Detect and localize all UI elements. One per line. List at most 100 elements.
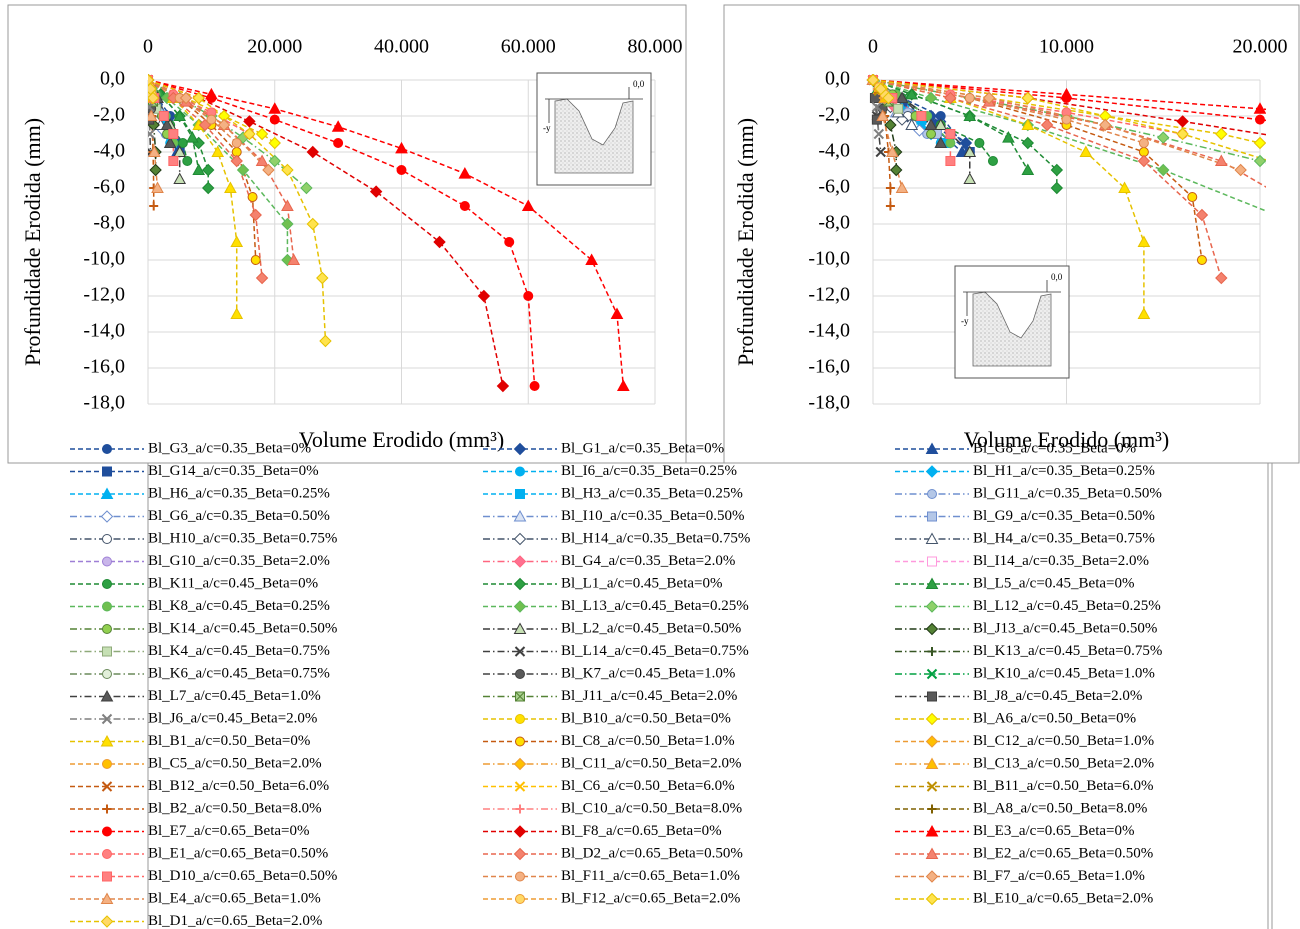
legend-swatch-marker bbox=[927, 691, 937, 702]
data-point bbox=[924, 118, 938, 130]
data-point bbox=[1050, 163, 1064, 177]
legend-swatch-marker bbox=[926, 781, 938, 792]
legend-swatch-marker bbox=[102, 534, 112, 544]
data-point bbox=[269, 114, 280, 125]
legend-label: Bl_H3_a/c=0.35_Beta=0.25% bbox=[561, 485, 743, 501]
legend-label: Bl_D10_a/c=0.65_Beta=0.50% bbox=[148, 868, 337, 884]
y-tick-label: -18,0 bbox=[808, 392, 850, 414]
data-point bbox=[1176, 115, 1189, 128]
legend-swatch-marker bbox=[515, 871, 525, 882]
data-point bbox=[1002, 131, 1015, 143]
legend-swatch-marker bbox=[513, 825, 527, 838]
legend-label: Bl_G3_a/c=0.35_Beta=0% bbox=[148, 440, 311, 456]
legend-swatch-marker bbox=[925, 847, 939, 859]
legend-swatch-marker bbox=[926, 668, 938, 680]
legend-label: Bl_E7_a/c=0.65_Beta=0% bbox=[148, 823, 309, 839]
legend-swatch-marker bbox=[925, 824, 939, 837]
data-point bbox=[230, 154, 243, 168]
y-tick-label: -2,0 bbox=[818, 104, 850, 126]
legend-label: Bl_C12_a/c=0.50_Beta=1.0% bbox=[973, 733, 1154, 749]
legend-swatch-marker bbox=[514, 781, 526, 792]
data-point bbox=[1157, 163, 1170, 177]
series-line bbox=[872, 79, 1183, 135]
data-point bbox=[1021, 163, 1035, 175]
legend-label: Bl_C5_a/c=0.50_Beta=2.0% bbox=[148, 755, 322, 771]
data-point bbox=[945, 138, 956, 148]
data-point bbox=[866, 74, 880, 87]
legend-swatch-marker bbox=[925, 712, 939, 726]
data-point bbox=[1021, 91, 1035, 105]
series-line bbox=[148, 79, 289, 260]
data-point bbox=[236, 163, 250, 177]
data-point bbox=[1214, 154, 1228, 166]
data-point bbox=[521, 199, 535, 211]
legend-label: Bl_C6_a/c=0.50_Beta=6.0% bbox=[561, 778, 735, 794]
legend-label: Bl_K8_a/c=0.45_Beta=0.25% bbox=[148, 598, 330, 614]
series-line bbox=[872, 79, 880, 135]
data-point bbox=[224, 181, 237, 193]
series-line bbox=[148, 79, 504, 387]
legend-label: Bl_I10_a/c=0.35_Beta=0.50% bbox=[561, 508, 745, 524]
data-point bbox=[934, 118, 948, 130]
legend-swatch-marker bbox=[925, 735, 939, 748]
legend-swatch-marker bbox=[100, 915, 114, 928]
legend-label: Bl_C10_a/c=0.50_Beta=8.0% bbox=[561, 800, 742, 816]
data-point bbox=[268, 136, 281, 150]
legend-swatch-marker bbox=[515, 714, 525, 724]
data-point bbox=[459, 201, 470, 211]
legend-label: Bl_H10_a/c=0.35_Beta=0.75% bbox=[148, 530, 337, 546]
legend-swatch-marker bbox=[515, 466, 525, 477]
inset-axes bbox=[963, 280, 1061, 316]
data-point bbox=[243, 115, 256, 128]
data-point bbox=[148, 109, 158, 121]
data-point bbox=[149, 163, 162, 177]
data-point bbox=[230, 235, 244, 247]
legend-swatch-marker bbox=[927, 647, 937, 656]
data-point bbox=[905, 87, 919, 100]
series-line bbox=[872, 79, 1266, 111]
legend-swatch-marker bbox=[513, 442, 527, 456]
data-point bbox=[268, 102, 282, 114]
legend-swatch-marker bbox=[925, 577, 939, 589]
data-point bbox=[316, 271, 329, 285]
legend-label: Bl_K7_a/c=0.45_Beta=1.0% bbox=[561, 665, 735, 681]
legend-label: Bl_F7_a/c=0.65_Beta=1.0% bbox=[973, 868, 1145, 884]
legend-swatch-marker bbox=[102, 804, 112, 814]
legend-label: Bl_E10_a/c=0.65_Beta=2.0% bbox=[973, 890, 1153, 906]
data-point bbox=[616, 379, 630, 391]
data-point bbox=[201, 181, 215, 195]
data-point bbox=[876, 109, 890, 121]
data-point bbox=[395, 141, 408, 154]
legend-swatch-marker bbox=[514, 646, 526, 657]
data-point bbox=[177, 138, 188, 148]
plot-area bbox=[866, 74, 1266, 319]
data-point bbox=[201, 163, 215, 177]
legend-label: Bl_G10_a/c=0.35_Beta=2.0% bbox=[148, 553, 330, 569]
legend-swatch-marker bbox=[513, 532, 527, 546]
data-point bbox=[179, 91, 193, 105]
data-point bbox=[1137, 307, 1151, 319]
data-point bbox=[886, 145, 899, 157]
legend-label: Bl_H14_a/c=0.35_Beta=0.75% bbox=[561, 530, 750, 546]
series-line bbox=[872, 79, 1266, 122]
legend-label: Bl_E3_a/c=0.65_Beta=0% bbox=[973, 823, 1134, 839]
series-line bbox=[148, 79, 152, 153]
data-point bbox=[1118, 181, 1131, 193]
legend-swatch-marker bbox=[100, 734, 114, 747]
legend-swatch-marker bbox=[102, 579, 112, 589]
legend-swatch-marker bbox=[100, 689, 114, 702]
y-tick-label: -10,0 bbox=[83, 248, 125, 270]
data-point bbox=[255, 154, 269, 166]
inset-axes bbox=[545, 87, 643, 123]
legend-swatch-marker bbox=[102, 444, 112, 454]
y-tick-label: -16,0 bbox=[83, 356, 125, 378]
legend-swatch-marker bbox=[100, 892, 114, 904]
legend-swatch-marker bbox=[925, 870, 939, 883]
legend-label: Bl_K14_a/c=0.45_Beta=0.50% bbox=[148, 620, 337, 636]
legend-swatch-marker bbox=[102, 624, 112, 634]
y-tick-label: -16,0 bbox=[808, 356, 850, 378]
y-tick-label: -4,0 bbox=[93, 140, 125, 162]
data-point bbox=[585, 253, 598, 265]
legend-swatch-marker bbox=[925, 757, 939, 769]
